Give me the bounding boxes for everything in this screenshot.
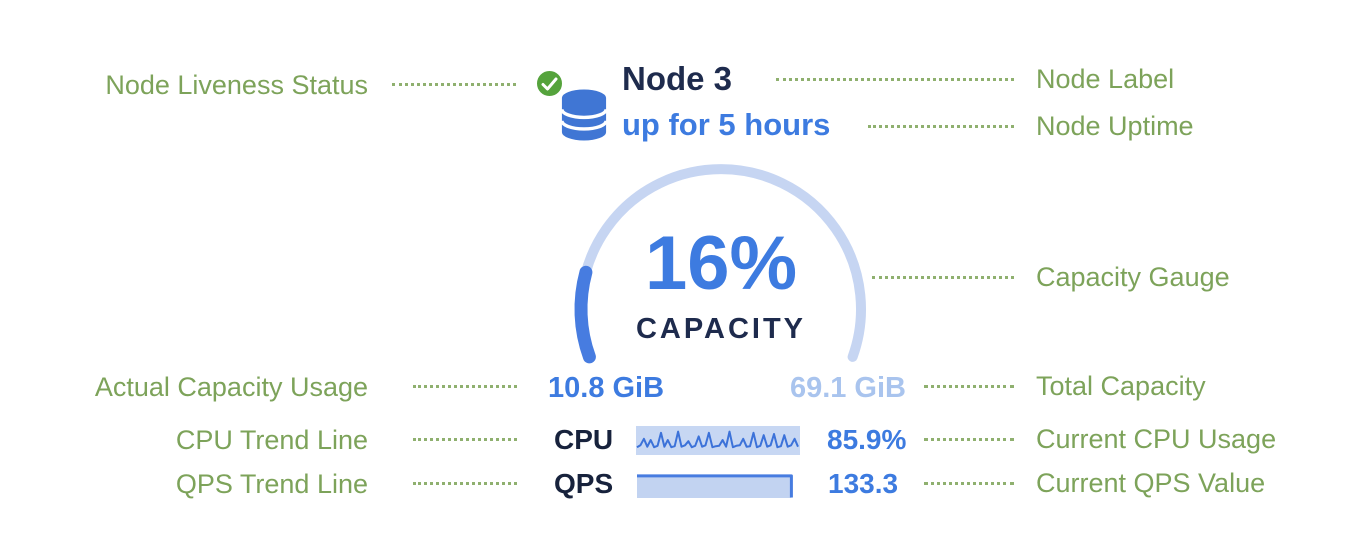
qps-value: 133.3: [828, 468, 899, 499]
node-uptime-text: up for 5 hours: [622, 107, 831, 142]
capacity-values-row: 10.8 GiB 69.1 GiB: [548, 372, 906, 405]
leader-line-liveness: [392, 83, 516, 86]
cpu-sparkline: [636, 426, 800, 460]
node-label-text: Node 3: [622, 60, 733, 97]
cpu-value: 85.9%: [827, 424, 907, 455]
leader-line-node-uptime: [868, 125, 1014, 128]
database-icon: [560, 87, 608, 148]
annotation-total-capacity: Total Capacity: [1036, 371, 1206, 401]
annotation-node-liveness-status: Node Liveness Status: [105, 70, 368, 100]
annotation-cpu-trend-line: CPU Trend Line: [175, 425, 368, 455]
annotation-qps-trend-line: QPS Trend Line: [175, 469, 368, 499]
leader-line-current-cpu: [924, 438, 1014, 441]
leader-line-node-label: [776, 78, 1014, 81]
capacity-gauge: [571, 156, 871, 386]
annotation-current-qps-value: Current QPS Value: [1036, 468, 1266, 498]
qps-trend-bar: [636, 470, 799, 504]
used-capacity-value: 10.8 GiB: [548, 372, 665, 404]
leader-line-capacity-gauge: [872, 276, 1014, 279]
annotation-node-uptime: Node Uptime: [1036, 111, 1194, 141]
annotation-capacity-gauge: Capacity Gauge: [1036, 262, 1230, 292]
leader-line-cpu-trend: [413, 438, 517, 441]
leader-line-current-qps: [924, 482, 1014, 485]
leader-line-used-capacity: [413, 385, 517, 388]
capacity-caption-text: CAPACITY: [635, 313, 807, 345]
total-capacity-value: 69.1 GiB: [789, 372, 906, 404]
liveness-check-icon: [535, 69, 564, 98]
qps-label: QPS: [554, 468, 614, 499]
annotation-actual-capacity-usage: Actual Capacity Usage: [94, 372, 368, 402]
cpu-label: CPU: [554, 424, 614, 455]
annotation-current-cpu-usage: Current CPU Usage: [1036, 424, 1277, 454]
leader-line-total-capacity: [924, 385, 1014, 388]
annotation-node-label: Node Label: [1036, 64, 1175, 94]
capacity-percent-text: 16%: [644, 221, 798, 306]
leader-line-qps-trend: [413, 482, 517, 485]
